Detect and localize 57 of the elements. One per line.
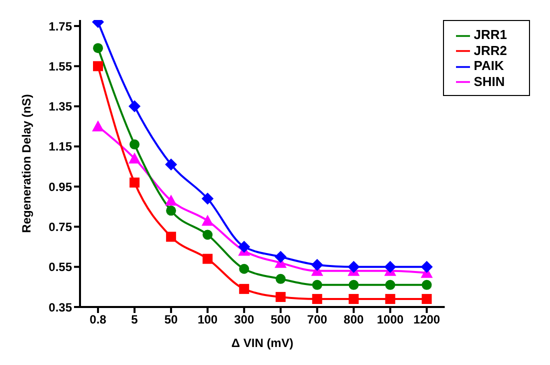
x-tick-label: 800 xyxy=(344,312,364,327)
point xyxy=(165,158,178,171)
point xyxy=(128,100,141,112)
point xyxy=(93,43,103,54)
point xyxy=(239,284,250,294)
point xyxy=(202,192,214,205)
y-tick-label: 1.75 xyxy=(48,19,72,34)
x-tick-label: 700 xyxy=(307,312,328,327)
legend-label: JRR2 xyxy=(474,42,507,58)
point xyxy=(348,280,359,290)
point xyxy=(312,294,322,304)
y-tick-label: 1.15 xyxy=(48,140,72,154)
point xyxy=(420,260,433,273)
point xyxy=(384,260,396,273)
point xyxy=(422,294,432,304)
y-tick-label: 0.35 xyxy=(48,300,72,314)
point xyxy=(385,294,396,304)
point xyxy=(202,230,213,240)
point xyxy=(165,194,178,206)
y-tick-label: 0.75 xyxy=(48,220,72,234)
y-tick-label: 0.55 xyxy=(48,260,72,274)
point xyxy=(348,260,360,273)
x-tick-label: 100 xyxy=(198,312,218,327)
point xyxy=(128,152,141,164)
x-axis-title: Δ VIN (mV) xyxy=(231,336,294,350)
x-tick-label: 1200 xyxy=(413,312,440,327)
y-tick-label: 1.55 xyxy=(48,59,72,74)
point xyxy=(311,258,324,271)
point xyxy=(348,294,359,304)
point xyxy=(93,61,103,72)
point xyxy=(166,206,176,216)
legend-label: JRR1 xyxy=(474,27,507,42)
point xyxy=(385,280,396,290)
point xyxy=(130,178,140,188)
point xyxy=(92,120,104,132)
point xyxy=(276,274,286,284)
y-tick-label: 1.35 xyxy=(48,100,72,114)
y-axis-title: Regeneration Delay (nS) xyxy=(19,94,34,233)
point xyxy=(312,280,322,290)
x-tick-label: 5 xyxy=(131,312,138,327)
x-tick-label: 0.8 xyxy=(90,312,107,327)
point xyxy=(238,240,250,253)
legend-label: SHIN xyxy=(474,74,505,89)
point xyxy=(422,280,432,290)
legend-label: PAIK xyxy=(474,58,504,74)
x-tick-label: 1000 xyxy=(376,312,404,327)
point xyxy=(166,232,176,242)
y-tick-label: 0.95 xyxy=(48,180,72,194)
point xyxy=(276,292,286,302)
point xyxy=(239,264,250,274)
x-tick-label: 500 xyxy=(270,312,291,327)
point xyxy=(130,139,140,150)
point xyxy=(202,254,213,264)
point xyxy=(274,250,287,263)
point xyxy=(202,214,214,226)
x-tick-label: 50 xyxy=(164,312,178,327)
x-tick-label: 300 xyxy=(234,312,254,327)
